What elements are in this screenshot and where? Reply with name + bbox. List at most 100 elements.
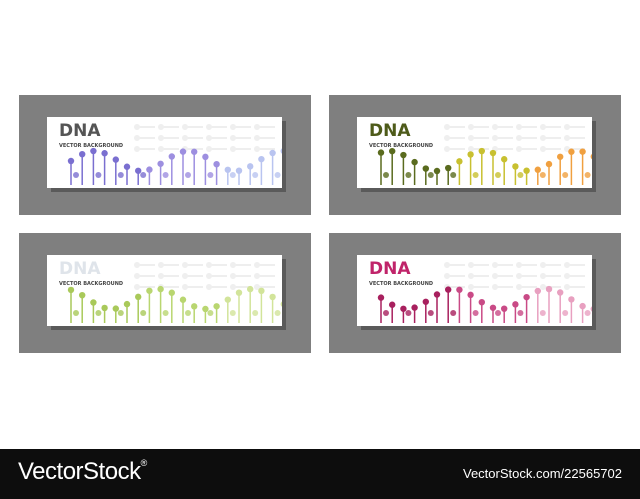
dna-shape [579,148,586,155]
dna-shape [157,160,164,167]
dna-shape [433,291,441,298]
dna-shape [444,124,450,130]
dna-shape [101,150,108,157]
banner-card: DNA VECTOR BACKGROUND [357,117,592,188]
dna-shape [523,293,530,301]
dna-shape [489,149,497,157]
dna-shape [492,124,498,130]
dna-shape [140,310,147,316]
dna-shape [207,310,214,316]
dna-shape [450,172,457,178]
dna-shape [247,163,254,170]
dna-shape [235,167,243,174]
dna-shape [162,172,169,178]
dna-shape [230,262,236,268]
dna-shape [492,262,498,268]
dna-shape [230,124,236,130]
dna-shape [523,167,530,174]
banner-card: DNA VECTOR BACKGROUND [47,255,282,326]
dna-shape [79,291,86,299]
dna-shape [411,158,418,166]
dna-shape [206,146,212,152]
dna-shape [230,273,236,279]
dna-shape [235,289,243,296]
dna-shape [400,305,407,312]
banner-card: DNA VECTOR BACKGROUND [47,117,282,188]
banner-subtitle: VECTOR BACKGROUND [369,143,434,149]
dna-shape [230,135,236,141]
dna-shape [468,273,474,279]
dna-pattern [377,262,592,323]
dna-shape [557,153,564,160]
dna-shape [492,273,498,279]
dna-shape [540,146,546,152]
dna-shape [540,262,546,268]
dna-shape [377,294,385,301]
dna-shape [202,305,209,313]
dna-shape [517,172,524,178]
dna-shape [67,286,75,294]
dna-shape [168,289,175,296]
dna-shape [590,306,592,312]
dna-shape [389,301,396,308]
dna-shape [540,273,546,279]
dna-shape [383,310,389,316]
dna-shape [146,166,153,173]
dna-shape [117,310,124,316]
banner-subtitle: VECTOR BACKGROUND [369,281,434,287]
dna-pattern [377,124,592,185]
footer: VectorStock® VectorStock.com/22565702 [0,449,640,499]
dna-shape [564,262,570,268]
dna-shape [95,172,102,178]
dna-shape [134,273,140,279]
dna-shape [456,286,463,293]
dna-shape [478,147,485,155]
dna-shape [495,310,501,316]
banner-title: DNA [369,121,411,141]
registered-mark: ® [140,458,148,468]
dna-shape [146,287,153,294]
dna-shape [545,160,553,168]
dna-shape [444,135,450,141]
dna-shape [182,273,188,279]
dna-shape [492,284,498,290]
dna-shape [568,296,575,303]
dna-shape [389,147,396,155]
dna-shape [254,135,260,141]
dna-shape [468,135,474,141]
dna-shape [444,146,450,152]
dna-shape [229,172,236,178]
dna-shape [427,172,434,178]
dna-shape [191,148,198,155]
dna-shape [467,291,474,299]
dna-shape [584,172,591,178]
dna-shape [400,151,407,159]
dna-shape [90,299,97,306]
banner-title: DNA [369,259,411,279]
dna-shape [202,153,209,161]
dna-shape [157,285,164,293]
dna-shape [405,310,412,316]
dna-shape [224,296,231,303]
dna-shape [191,303,198,310]
dna-shape [206,284,212,290]
dna-shape [274,172,281,178]
dna-shape [377,149,385,156]
dna-shape [213,303,220,310]
dna-shape [230,284,236,290]
dna-shape [564,273,570,279]
dna-shape [254,124,260,130]
dna-shape [564,135,570,141]
dna-shape [516,135,522,141]
dna-shape [134,135,140,141]
dna-shape [135,293,142,301]
dna-shape [422,165,429,172]
dna-shape [450,310,457,316]
dna-shape [539,172,546,178]
dna-shape [140,172,147,178]
dna-shape [534,287,541,295]
dna-shape [534,166,541,173]
banner-panel: DNA VECTOR BACKGROUND [19,95,311,215]
banner-title: DNA [59,259,101,279]
